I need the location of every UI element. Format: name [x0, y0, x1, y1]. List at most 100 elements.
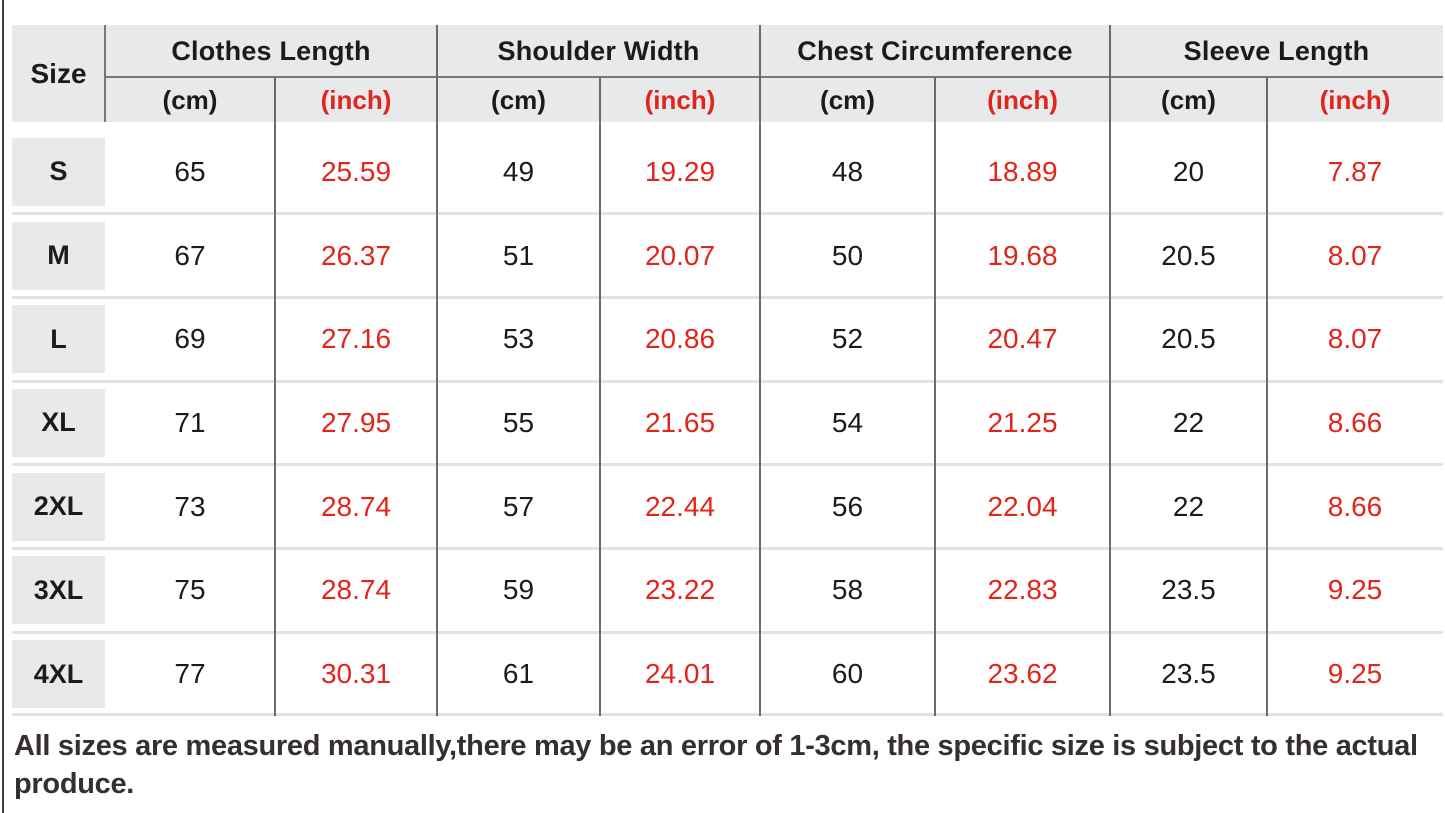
header-unit-inch: (inch)	[600, 78, 760, 122]
value-inch: 19.68	[987, 239, 1058, 271]
size-label: S	[12, 137, 105, 206]
table-body: S 65 25.59 49 19.29 48 18.89 20 7.87 M 67 26.37 51 20…	[12, 130, 1443, 716]
column-divider	[1266, 77, 1268, 716]
value-cm: 77	[174, 658, 206, 690]
row-divider	[12, 212, 1443, 215]
size-cell: M	[12, 214, 105, 298]
value-cm: 52	[831, 323, 864, 355]
value-cm: 22	[1172, 406, 1205, 438]
value-inch: 8.66	[1327, 406, 1383, 438]
table-row: S 65 25.59 49 19.29 48 18.89 20 7.87	[12, 130, 1443, 214]
column-divider	[759, 25, 761, 716]
page-left-border	[2, 0, 4, 813]
header-shoulder-width: Shoulder Width	[437, 25, 760, 78]
measurement-disclaimer: All sizes are measured manually,there ma…	[14, 730, 1418, 800]
header-unit-cm: (cm)	[1110, 78, 1267, 122]
value-cm: 60	[831, 658, 864, 690]
column-divider	[1109, 25, 1111, 716]
value-inch: 20.86	[644, 323, 716, 355]
value-inch: 22.44	[644, 490, 716, 522]
value-cm: 48	[831, 155, 864, 187]
value-cm: 55	[502, 406, 535, 438]
value-cm: 23.5	[1161, 658, 1216, 690]
value-inch: 27.16	[320, 323, 392, 355]
size-cell: L	[12, 297, 105, 381]
value-inch: 23.22	[644, 574, 716, 606]
value-cm: 51	[502, 239, 535, 271]
table-row: 3XL 75 28.74 59 23.22 58 22.83 23.5 9.25	[12, 549, 1443, 633]
table-row: L 69 27.16 53 20.86 52 20.47 20.5 8.07	[12, 297, 1443, 381]
row-divider	[12, 463, 1443, 466]
value-inch: 9.25	[1327, 658, 1383, 690]
header-unit-cm: (cm)	[760, 78, 935, 122]
value-inch: 21.25	[987, 406, 1058, 438]
header-divider	[105, 76, 1443, 78]
value-inch: 21.65	[644, 406, 716, 438]
header-unit-cm: (cm)	[437, 78, 600, 122]
value-cm: 53	[502, 323, 535, 355]
column-divider	[104, 25, 106, 122]
size-cell: 2XL	[12, 465, 105, 549]
value-inch: 26.37	[320, 239, 392, 271]
value-cm: 65	[174, 155, 206, 187]
value-cm: 20.5	[1161, 239, 1216, 271]
header-chest-circumference: Chest Circumference	[760, 25, 1110, 78]
header-unit-inch: (inch)	[275, 78, 437, 122]
value-inch: 19.29	[644, 155, 716, 187]
value-inch: 7.87	[1327, 155, 1383, 187]
value-cm: 58	[831, 574, 864, 606]
size-cell: XL	[12, 381, 105, 465]
value-cm: 49	[502, 155, 535, 187]
table-row: 2XL 73 28.74 57 22.44 56 22.04 22 8.66	[12, 465, 1443, 549]
column-divider	[599, 77, 601, 716]
table-row: XL 71 27.95 55 21.65 54 21.25 22 8.66	[12, 381, 1443, 465]
value-cm: 73	[174, 490, 206, 522]
header-clothes-length: Clothes Length	[105, 25, 437, 78]
row-divider	[12, 296, 1443, 299]
value-inch: 28.74	[320, 574, 392, 606]
row-divider	[12, 380, 1443, 383]
value-inch: 24.01	[644, 658, 716, 690]
size-label: 4XL	[12, 640, 105, 709]
size-label: 3XL	[12, 556, 105, 625]
value-inch: 8.07	[1327, 239, 1383, 271]
size-label: L	[12, 305, 105, 374]
value-inch: 22.83	[987, 574, 1058, 606]
row-divider	[12, 547, 1443, 550]
header-sleeve-length: Sleeve Length	[1110, 25, 1443, 78]
size-chart-table: Size Clothes Length Shoulder Width Chest…	[12, 25, 1443, 716]
table-header: Size Clothes Length Shoulder Width Chest…	[12, 25, 1443, 122]
value-inch: 18.89	[987, 155, 1058, 187]
header-size: Size	[12, 25, 105, 122]
size-cell: S	[12, 130, 105, 214]
value-inch: 30.31	[320, 658, 392, 690]
value-cm: 71	[174, 406, 206, 438]
value-cm: 59	[502, 574, 535, 606]
value-inch: 23.62	[987, 658, 1058, 690]
value-inch: 25.59	[320, 155, 392, 187]
value-inch: 20.07	[644, 239, 716, 271]
table-row: 4XL 77 30.31 61 24.01 60 23.62 23.5 9.25	[12, 632, 1443, 716]
value-cm: 57	[502, 490, 535, 522]
value-inch: 9.25	[1327, 574, 1383, 606]
value-inch: 20.47	[987, 323, 1058, 355]
value-cm: 20	[1172, 155, 1205, 187]
size-cell: 4XL	[12, 632, 105, 716]
size-cell: 3XL	[12, 549, 105, 633]
header-unit-inch: (inch)	[1267, 78, 1443, 122]
value-cm: 75	[174, 574, 206, 606]
value-inch: 22.04	[987, 490, 1058, 522]
row-divider	[12, 631, 1443, 634]
size-label: M	[12, 221, 105, 290]
value-cm: 22	[1172, 490, 1205, 522]
value-cm: 61	[502, 658, 535, 690]
value-cm: 67	[174, 239, 206, 271]
value-cm: 23.5	[1161, 574, 1216, 606]
value-cm: 20.5	[1161, 323, 1216, 355]
value-inch: 8.07	[1327, 323, 1383, 355]
value-inch: 8.66	[1327, 490, 1383, 522]
header-unit-inch: (inch)	[935, 78, 1110, 122]
header-unit-cm: (cm)	[105, 78, 275, 122]
column-divider	[274, 77, 276, 716]
